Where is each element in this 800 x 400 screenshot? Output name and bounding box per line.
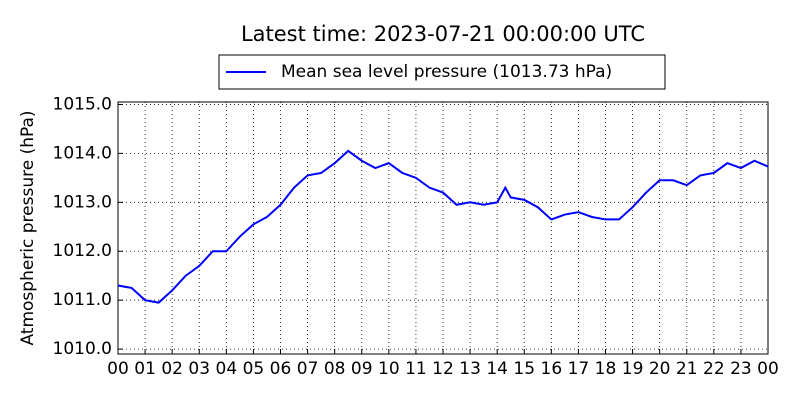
x-tick-label: 01	[134, 359, 156, 379]
x-tick-label: 03	[188, 359, 210, 379]
x-tick-label: 21	[676, 359, 698, 379]
x-tick-label: 08	[324, 359, 346, 379]
x-tick-label: 20	[649, 359, 671, 379]
y-tick-label: 1010.0	[53, 339, 112, 359]
y-tick-label: 1014.0	[53, 143, 112, 163]
x-tick-label: 19	[622, 359, 644, 379]
x-tick-label: 17	[568, 359, 590, 379]
x-tick-label: 00	[757, 359, 779, 379]
x-tick-label: 23	[730, 359, 752, 379]
y-tick-label: 1011.0	[53, 290, 112, 310]
x-tick-label: 00	[107, 359, 129, 379]
legend-box	[218, 54, 666, 90]
x-tick-label: 05	[243, 359, 265, 379]
x-tick-label: 13	[459, 359, 481, 379]
x-tick-label: 04	[216, 359, 238, 379]
data-line	[117, 149, 769, 304]
chart-title: Latest time: 2023-07-21 00:00:00 UTC	[241, 22, 645, 46]
x-tick-label: 14	[486, 359, 508, 379]
x-tick-label: 22	[703, 359, 725, 379]
y-tick-label: 1015.0	[53, 94, 112, 114]
y-tick-label: 1013.0	[53, 192, 112, 212]
x-tick-label: 02	[161, 359, 183, 379]
x-tick-label: 18	[595, 359, 617, 379]
x-tick-label: 09	[351, 359, 373, 379]
x-tick-label: 15	[513, 359, 535, 379]
x-tick-label: 12	[432, 359, 454, 379]
plot-frame	[117, 101, 769, 355]
x-tick-label: 10	[378, 359, 400, 379]
legend-label: Mean sea level pressure (1013.73 hPa)	[281, 62, 612, 82]
x-tick-label: 11	[405, 359, 427, 379]
y-axis-label: Atmospheric pressure (hPa)	[18, 110, 38, 345]
x-tick-label: 06	[270, 359, 292, 379]
x-tick-label: 16	[541, 359, 563, 379]
y-tick-label: 1012.0	[53, 241, 112, 261]
x-tick-label: 07	[297, 359, 319, 379]
